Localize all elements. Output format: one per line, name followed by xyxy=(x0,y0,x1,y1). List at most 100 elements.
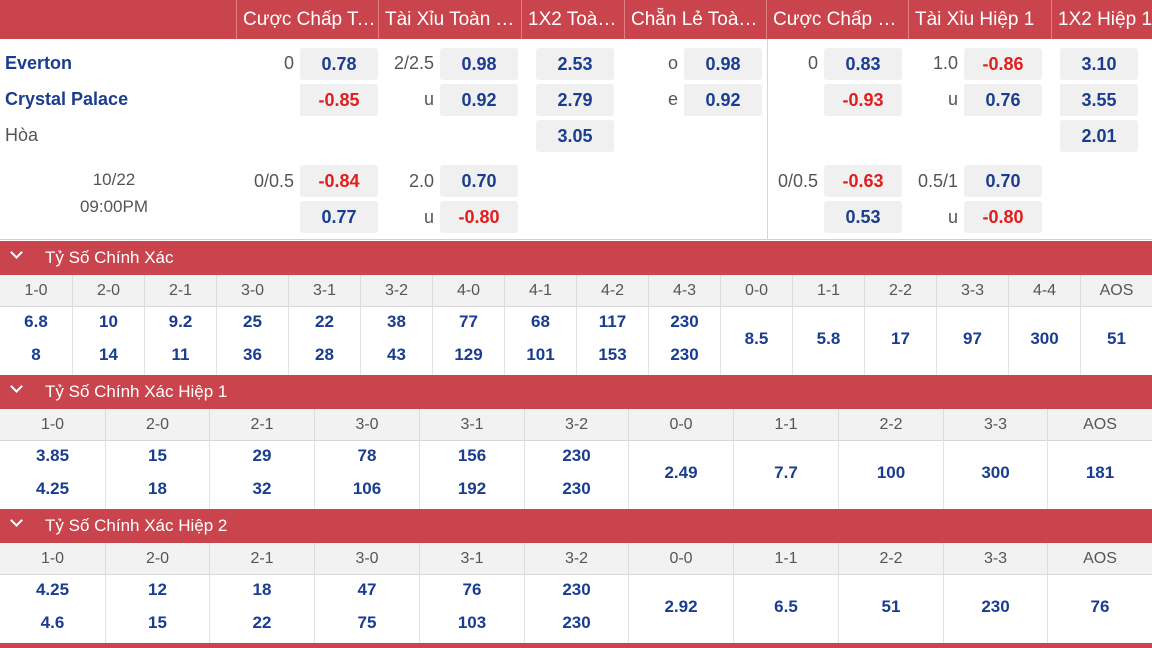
away-score-odd[interactable]: 4.25 xyxy=(35,479,70,498)
home-score-odd[interactable]: 25 xyxy=(243,312,262,331)
col-1x2-fulltime[interactable]: 1X2 Toàn Trận xyxy=(521,0,624,39)
h1-ou-under-odd-2[interactable]: -0.80 xyxy=(964,201,1042,233)
away-score-odd[interactable]: 18 xyxy=(148,479,167,498)
hcp-away-odd-2[interactable]: 0.77 xyxy=(300,201,378,233)
away-score-odd[interactable]: 32 xyxy=(252,479,272,498)
h1-ou-over-odd-2[interactable]: 0.70 xyxy=(964,165,1042,197)
score-odd[interactable]: 7.7 xyxy=(774,463,798,482)
hcp-away-odd[interactable]: -0.85 xyxy=(300,84,378,116)
section-correct-score-h1[interactable]: Tỷ Số Chính Xác Hiệp 1 xyxy=(0,375,1152,409)
home-score-odd[interactable]: 117 xyxy=(598,312,627,331)
score-odd[interactable]: 76 xyxy=(1090,597,1110,616)
x12-home-odd[interactable]: 2.53 xyxy=(536,48,614,80)
section-correct-score[interactable]: Tỷ Số Chính Xác xyxy=(0,241,1152,275)
col-overunder-fulltime[interactable]: Tài Xỉu Toàn Trận xyxy=(378,0,521,39)
away-score-odd[interactable]: 36 xyxy=(243,345,262,364)
h1-hcp-home-odd-2[interactable]: -0.63 xyxy=(824,165,902,197)
ou-under-odd-2[interactable]: -0.80 xyxy=(440,201,518,233)
score-odd[interactable]: 181 xyxy=(1085,463,1115,482)
away-score-odd[interactable]: 14 xyxy=(99,345,118,364)
away-score-odd[interactable]: 8 xyxy=(31,345,41,364)
away-score-odd[interactable]: 129 xyxy=(454,345,483,364)
home-score-odd[interactable]: 29 xyxy=(252,446,272,465)
score-label: 3-3 xyxy=(943,409,1047,441)
away-score-odd[interactable]: 15 xyxy=(148,613,167,632)
away-score-odd[interactable]: 11 xyxy=(171,345,190,364)
home-score-odd[interactable]: 12 xyxy=(148,580,167,599)
h1-hcp-away-odd-2[interactable]: 0.53 xyxy=(824,201,902,233)
score-odd[interactable]: 97 xyxy=(963,329,982,348)
away-score-odd[interactable]: 4.6 xyxy=(40,613,65,632)
h1-hcp-away-odd[interactable]: -0.93 xyxy=(824,84,902,116)
h1-hcp-home-odd[interactable]: 0.83 xyxy=(824,48,902,80)
hcp-home-odd-2[interactable]: -0.84 xyxy=(300,165,378,197)
away-score-odd[interactable]: 192 xyxy=(457,479,487,498)
away-score-odd[interactable]: 75 xyxy=(357,613,377,632)
col-overunder-h1[interactable]: Tài Xỉu Hiệp 1 xyxy=(908,0,1051,39)
score-odd[interactable]: 51 xyxy=(881,597,901,616)
home-score-odd[interactable]: 18 xyxy=(252,580,272,599)
score-odd[interactable]: 8.5 xyxy=(744,329,769,348)
col-handicap-fulltime[interactable]: Cược Chấp Toàn Trận xyxy=(236,0,378,39)
home-score-odd[interactable]: 15 xyxy=(148,446,167,465)
home-score-odd[interactable]: 78 xyxy=(357,446,377,465)
home-score-odd[interactable]: 68 xyxy=(531,312,550,331)
h1-ou-over-odd[interactable]: -0.86 xyxy=(964,48,1042,80)
score-odd[interactable]: 300 xyxy=(1030,329,1059,348)
home-score-odd[interactable]: 47 xyxy=(357,580,377,599)
h1-ou-under-odd[interactable]: 0.76 xyxy=(964,84,1042,116)
ou-over-odd-2[interactable]: 0.70 xyxy=(440,165,518,197)
away-score-odd[interactable]: 230 xyxy=(562,613,591,632)
h1-x12-draw-odd[interactable]: 2.01 xyxy=(1060,120,1138,152)
away-score-odd[interactable]: 106 xyxy=(352,479,382,498)
section-correct-score-h2[interactable]: Tỷ Số Chính Xác Hiệp 2 xyxy=(0,509,1152,543)
x12-away-odd[interactable]: 2.79 xyxy=(536,84,614,116)
oe-even-odd[interactable]: 0.92 xyxy=(684,84,762,116)
away-score-odd[interactable]: 43 xyxy=(387,345,406,364)
home-score-odd[interactable]: 230 xyxy=(562,580,591,599)
score-odd[interactable]: 230 xyxy=(981,597,1010,616)
score-odd[interactable]: 51 xyxy=(1107,329,1126,348)
score-odd[interactable]: 2.92 xyxy=(664,597,698,616)
home-score-odd[interactable]: 38 xyxy=(387,312,406,331)
home-score-odd[interactable]: 9.2 xyxy=(168,312,193,331)
x12-draw-odd[interactable]: 3.05 xyxy=(536,120,614,152)
oe-odd-odd[interactable]: 0.98 xyxy=(684,48,762,80)
home-score-odd[interactable]: 156 xyxy=(457,446,487,465)
home-score-odd[interactable]: 22 xyxy=(315,312,334,331)
col-handicap-h1[interactable]: Cược Chấp Hiệp 1 xyxy=(766,0,908,39)
score-odd[interactable]: 300 xyxy=(981,463,1010,482)
chevron-down-icon[interactable] xyxy=(10,248,24,262)
away-score-odd[interactable]: 22 xyxy=(252,613,272,632)
away-score-odd[interactable]: 28 xyxy=(315,345,334,364)
home-score-odd[interactable]: 6.8 xyxy=(24,312,48,331)
col-1x2-h1[interactable]: 1X2 Hiệp 1 xyxy=(1051,0,1152,39)
ou-under-odd[interactable]: 0.92 xyxy=(440,84,518,116)
away-score-odd[interactable]: 153 xyxy=(598,345,627,364)
home-score-odd[interactable]: 4.25 xyxy=(35,580,70,599)
away-score-odd[interactable]: 103 xyxy=(457,613,487,632)
col-oddeven-fulltime[interactable]: Chẵn Lẻ Toàn Trận xyxy=(624,0,766,39)
home-score-odd[interactable]: 77 xyxy=(459,312,478,331)
h1-x12-home-odd[interactable]: 3.10 xyxy=(1060,48,1138,80)
home-team[interactable]: Everton xyxy=(5,53,73,73)
chevron-down-icon[interactable] xyxy=(10,382,24,396)
ou-over-odd[interactable]: 0.98 xyxy=(440,48,518,80)
home-score-odd[interactable]: 230 xyxy=(562,446,591,465)
away-team[interactable]: Crystal Palace xyxy=(5,89,129,109)
home-score-odd[interactable]: 10 xyxy=(99,312,118,331)
h1-x12-away-odd[interactable]: 3.55 xyxy=(1060,84,1138,116)
home-score-odd[interactable]: 3.85 xyxy=(35,446,70,465)
score-odd[interactable]: 2.49 xyxy=(664,463,698,482)
away-score-odd[interactable]: 230 xyxy=(562,479,591,498)
home-score-odd[interactable]: 230 xyxy=(670,312,699,331)
score-odd[interactable]: 5.8 xyxy=(816,329,841,348)
score-odd[interactable]: 17 xyxy=(891,329,910,348)
away-score-odd[interactable]: 230 xyxy=(670,345,699,364)
away-score-odd[interactable]: 101 xyxy=(526,345,555,364)
score-odd[interactable]: 100 xyxy=(876,463,906,482)
chevron-down-icon[interactable] xyxy=(10,516,24,530)
hcp-home-odd[interactable]: 0.78 xyxy=(300,48,378,80)
score-odd[interactable]: 6.5 xyxy=(774,597,798,616)
home-score-odd[interactable]: 76 xyxy=(462,580,482,599)
